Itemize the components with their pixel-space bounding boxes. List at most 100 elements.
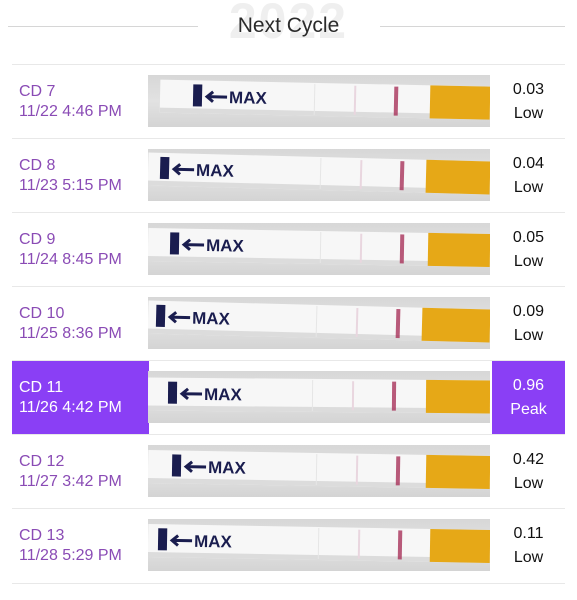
test-strip-photo[interactable]: MAX — [148, 371, 490, 423]
strip-test-line — [397, 530, 403, 560]
test-strip-photo[interactable]: MAX — [148, 297, 490, 349]
test-result-cell: 0.96 Peak — [492, 361, 565, 435]
test-row[interactable]: CD 13 11/28 5:29 PM MAX 0.11 Low — [12, 509, 565, 583]
test-datetime: 11/28 5:29 PM — [19, 547, 122, 564]
test-strip-image: MAX — [159, 79, 490, 120]
test-strip-photo[interactable]: MAX — [148, 519, 490, 571]
row-divider — [12, 286, 565, 287]
row-divider — [12, 583, 565, 584]
row-divider — [12, 360, 565, 361]
test-strip-photo[interactable]: MAX — [148, 149, 490, 201]
test-level: Low — [513, 253, 544, 270]
strip-max-label: MAX — [208, 458, 247, 478]
test-strip-image: MAX — [148, 377, 490, 414]
strip-max-label: MAX — [204, 385, 243, 404]
test-strip-image: MAX — [148, 450, 490, 489]
strip-body — [148, 450, 490, 489]
arrow-left-icon — [204, 90, 228, 103]
test-strip-photo[interactable]: MAX — [148, 445, 490, 497]
test-datetime: 11/25 8:36 PM — [19, 325, 122, 342]
strip-absorbent-tab — [429, 85, 490, 120]
test-value: 0.09 — [512, 303, 545, 320]
test-result-cell: 0.09 Low — [492, 287, 565, 361]
strip-body — [148, 228, 490, 267]
test-datetime: 11/23 5:15 PM — [19, 177, 122, 194]
header-divider-left — [8, 26, 198, 27]
test-result-cell: 0.04 Low — [492, 139, 565, 213]
test-row[interactable]: CD 11 11/26 4:42 PM MAX 0.96 Peak — [12, 361, 565, 435]
strip-body — [148, 377, 490, 414]
test-result-cell: 0.42 Low — [492, 435, 565, 509]
arrow-left-icon — [183, 460, 207, 473]
test-level: Low — [513, 179, 544, 196]
cycle-day-label: CD 13 — [19, 527, 65, 544]
test-level: Low — [513, 327, 544, 344]
test-value: 0.42 — [512, 451, 545, 468]
test-strip-image: MAX — [148, 524, 490, 563]
test-row[interactable]: CD 7 11/22 4:46 PM MAX 0.03 Low — [12, 65, 565, 139]
strip-faint-line — [357, 529, 361, 559]
arrow-left-icon — [181, 238, 205, 251]
test-date-cell: CD 8 11/23 5:15 PM — [12, 139, 149, 213]
test-result-cell: 0.11 Low — [492, 509, 565, 583]
test-row[interactable]: CD 8 11/23 5:15 PM MAX 0.04 Low — [12, 139, 565, 213]
strip-faint-line — [359, 233, 363, 263]
strip-absorbent-tab — [427, 232, 490, 267]
test-row[interactable]: CD 9 11/24 8:45 PM MAX 0.05 Low — [12, 213, 565, 287]
strip-shadow — [148, 180, 490, 195]
test-strip-image: MAX — [148, 228, 490, 267]
test-date-cell: CD 11 11/26 4:42 PM — [12, 361, 149, 435]
strip-absorbent-tab — [425, 379, 490, 414]
strip-shadow — [148, 478, 490, 489]
cycle-day-label: CD 8 — [19, 157, 56, 174]
strip-segment-edge — [319, 232, 322, 264]
arrow-left-icon — [167, 311, 191, 324]
test-strip-photo[interactable]: MAX — [148, 223, 490, 275]
cycle-day-label: CD 11 — [19, 379, 64, 396]
strip-handle-mark — [192, 84, 203, 107]
cycle-day-label: CD 9 — [19, 231, 56, 248]
test-result-cell: 0.05 Low — [492, 213, 565, 287]
test-row[interactable]: CD 10 11/25 8:36 PM MAX 0.09 Low — [12, 287, 565, 361]
strip-faint-line — [353, 85, 357, 115]
arrow-left-icon — [169, 534, 193, 547]
row-divider — [12, 508, 565, 509]
strip-faint-line — [351, 381, 355, 411]
strip-absorbent-tab — [421, 307, 490, 343]
strip-shadow — [148, 256, 490, 267]
test-result-cell: 0.03 Low — [492, 65, 565, 139]
test-date-cell: CD 9 11/24 8:45 PM — [12, 213, 149, 287]
strip-segment-edge — [317, 527, 320, 559]
test-value: 0.96 — [512, 377, 545, 394]
test-datetime: 11/24 8:45 PM — [19, 251, 122, 268]
row-divider — [12, 212, 565, 213]
cycle-day-label: CD 12 — [19, 453, 65, 470]
strip-handle-mark — [159, 156, 170, 180]
row-divider — [12, 138, 565, 139]
test-date-cell: CD 7 11/22 4:46 PM — [12, 65, 149, 139]
strip-absorbent-tab — [425, 454, 490, 489]
arrow-left-icon — [179, 387, 203, 401]
cycle-day-label: CD 10 — [19, 305, 65, 322]
strip-max-label: MAX — [206, 236, 245, 256]
test-strip-photo[interactable]: MAX — [148, 75, 490, 127]
test-value: 0.04 — [512, 155, 545, 172]
section-title: Next Cycle — [237, 14, 340, 37]
test-level: Low — [513, 475, 544, 492]
test-datetime: 11/26 4:42 PM — [19, 399, 122, 416]
test-row[interactable]: CD 12 11/27 3:42 PM MAX 0.42 Low — [12, 435, 565, 509]
test-level: Low — [513, 105, 544, 122]
strip-segment-edge — [319, 158, 322, 190]
strip-faint-line — [355, 307, 359, 338]
test-level: Low — [513, 549, 544, 566]
test-value: 0.05 — [512, 229, 545, 246]
strip-handle-mark — [157, 528, 168, 551]
test-date-cell: CD 12 11/27 3:42 PM — [12, 435, 149, 509]
arrow-left-icon — [171, 163, 195, 176]
test-datetime: 11/22 4:46 PM — [19, 103, 122, 120]
test-datetime: 11/27 3:42 PM — [19, 473, 122, 490]
row-divider — [12, 64, 565, 65]
row-divider — [12, 434, 565, 435]
strip-test-line — [399, 234, 405, 264]
header-divider-right — [380, 26, 565, 27]
